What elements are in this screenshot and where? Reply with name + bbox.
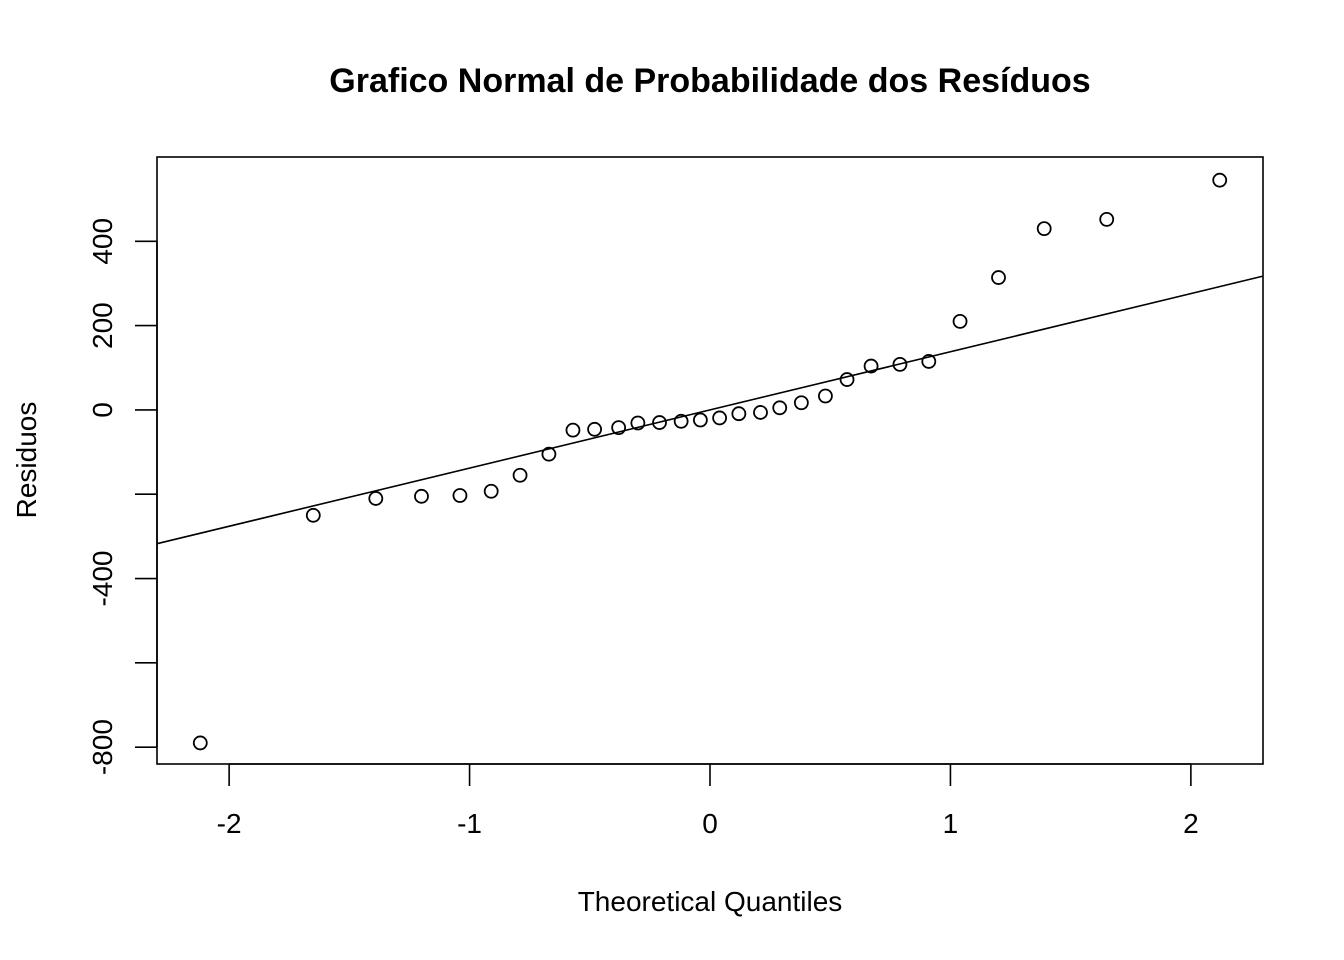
y-tick-label: -800	[87, 719, 118, 775]
data-points	[192, 172, 1228, 751]
x-tick-label: 2	[1183, 808, 1199, 839]
x-axis-label: Theoretical Quantiles	[578, 886, 843, 917]
data-point	[452, 488, 468, 503]
data-point	[863, 358, 879, 374]
data-point	[692, 412, 708, 428]
y-tick-label: 0	[87, 402, 118, 418]
x-tick-label: -2	[217, 808, 242, 839]
data-point	[1099, 211, 1115, 227]
data-point	[565, 422, 581, 438]
data-point	[541, 446, 557, 462]
y-tick-label: 400	[87, 218, 118, 265]
data-point	[952, 313, 968, 329]
data-point	[483, 483, 499, 499]
x-tick-label: -1	[457, 808, 482, 839]
reference-line-group	[156, 275, 1264, 545]
plot-frame	[156, 156, 1264, 765]
qq-reference-line	[156, 275, 1264, 545]
data-point	[839, 372, 855, 387]
data-point	[630, 415, 646, 431]
data-point	[1036, 221, 1052, 237]
x-tick-label: 0	[702, 808, 718, 839]
data-point	[611, 420, 627, 436]
data-point	[305, 507, 321, 523]
data-point	[892, 356, 908, 372]
data-point	[921, 354, 937, 369]
data-point	[414, 488, 429, 504]
data-point	[712, 410, 728, 426]
data-point	[793, 395, 809, 411]
data-point	[512, 467, 528, 483]
data-point	[991, 270, 1006, 285]
data-point	[818, 388, 833, 404]
y-axis-label: Residuos	[11, 402, 42, 519]
x-tick-label: 1	[943, 808, 959, 839]
y-tick-label: -400	[87, 551, 118, 607]
x-axis: -2 -1 0 1 2	[217, 763, 1199, 839]
y-tick-label: 200	[87, 302, 118, 349]
data-point	[587, 421, 602, 437]
y-axis: -800 -400 0 200 400	[87, 218, 158, 775]
data-point	[368, 491, 384, 506]
chart-title: Grafico Normal de Probabilidade dos Resí…	[329, 62, 1090, 100]
data-point	[731, 406, 747, 422]
data-point	[652, 415, 667, 430]
data-point	[753, 405, 768, 420]
data-point	[673, 413, 689, 429]
data-point	[772, 400, 788, 416]
data-point	[192, 735, 208, 751]
data-point	[1212, 172, 1228, 188]
